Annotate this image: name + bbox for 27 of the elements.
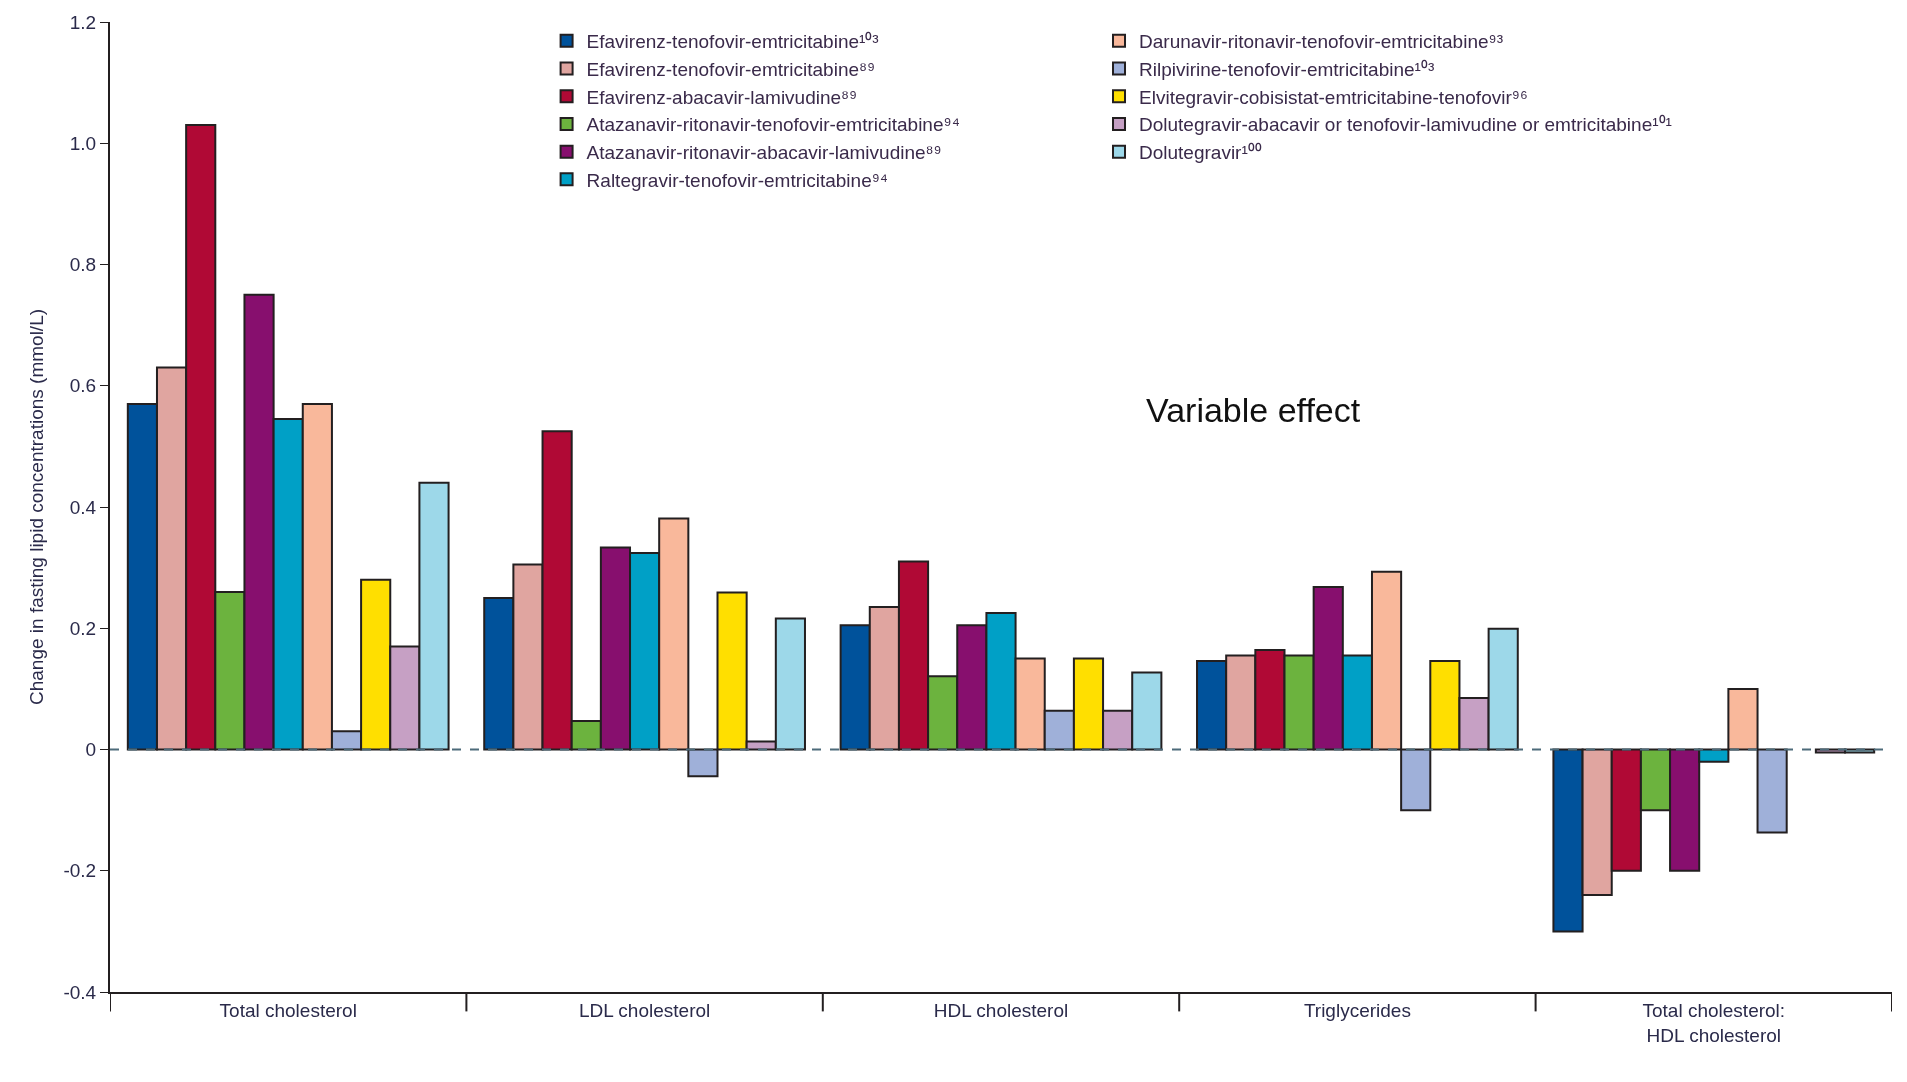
legend-label: Efavirenz-tenofovir-emtricitabine¹⁰³ bbox=[586, 31, 879, 53]
legend-label: Rilpivirine-tenofovir-emtricitabine¹⁰³ bbox=[1139, 58, 1435, 80]
y-axis-title: Change in fasting lipid concentrations (mmol/L) bbox=[25, 308, 47, 706]
legend-label: Efavirenz-tenofovir-emtricitabine⁸⁹ bbox=[586, 58, 876, 80]
x-tick-label: Triglycerides bbox=[1303, 999, 1411, 1021]
x-tick-label: HDL cholesterol bbox=[933, 999, 1069, 1021]
x-tick-label: Total cholesterol: HDL cholesterol bbox=[1642, 999, 1786, 1046]
legend-label: Dolutegravir-abacavir or tenofovir-lamivudine or emtricitabine¹⁰¹ bbox=[1139, 114, 1672, 136]
legend-label: Atazanavir-ritonavir-abacavir-lamivudine⁸⁹ bbox=[586, 142, 942, 164]
annotation: Variable effect bbox=[1146, 391, 1361, 429]
legend-label: Dolutegravir¹⁰⁰ bbox=[1139, 142, 1262, 164]
y-tick-label: 1.2 bbox=[69, 11, 97, 33]
legend-label: Atazanavir-ritonavir-tenofovir-emtricitabine⁹⁴ bbox=[586, 114, 960, 136]
x-tick-label: Total cholesterol bbox=[219, 999, 357, 1021]
legend-label: Raltegravir-tenofovir-emtricitabine⁹⁴ bbox=[586, 169, 888, 191]
legend-label: Efavirenz-abacavir-lamivudine⁸⁹ bbox=[586, 86, 858, 108]
y-tick-label: 1.0 bbox=[69, 132, 97, 154]
legend-label: Darunavir-ritonavir-tenofovir-emtricitabine⁹³ bbox=[1139, 31, 1503, 53]
y-tick-label: 0 bbox=[85, 739, 97, 761]
y-tick-label: 0.6 bbox=[69, 375, 97, 397]
y-tick-label: -0.2 bbox=[63, 860, 97, 882]
y-tick-label: 0.8 bbox=[69, 254, 97, 276]
x-tick-label: LDL cholesterol bbox=[578, 999, 711, 1021]
y-tick-label: -0.4 bbox=[63, 981, 97, 1003]
y-tick-label: 0.4 bbox=[69, 496, 97, 518]
y-tick-label: 0.2 bbox=[69, 617, 97, 639]
legend-label: Elvitegravir-cobisistat-emtricitabine-tenofovir⁹⁶ bbox=[1139, 86, 1528, 108]
